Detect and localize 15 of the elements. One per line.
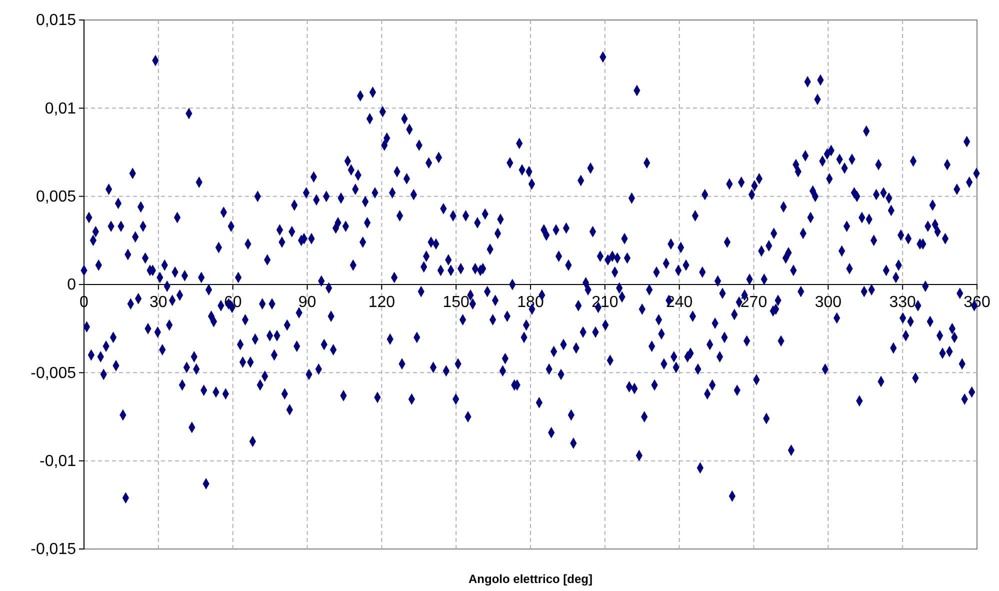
y-tick-label: -0,01	[40, 452, 76, 470]
y-tick-label: 0,015	[36, 12, 76, 30]
x-tick-label: 120	[368, 294, 396, 311]
y-tick-label: 0,005	[36, 188, 76, 206]
y-tick-label: -0,015	[30, 541, 76, 558]
y-tick-label: -0,005	[30, 364, 76, 382]
x-tick-label: 30	[150, 294, 168, 311]
x-tick-label: 150	[442, 294, 470, 311]
y-tick-label: 0,01	[44, 100, 76, 118]
x-tick-label: 210	[592, 294, 618, 311]
x-tick-label: 330	[889, 294, 916, 311]
x-tick-label: 90	[298, 294, 316, 311]
x-axis-title: Angolo elettrico [deg]	[468, 572, 592, 586]
y-tick-label: 0	[67, 276, 76, 294]
x-tick-label: 300	[814, 294, 842, 311]
